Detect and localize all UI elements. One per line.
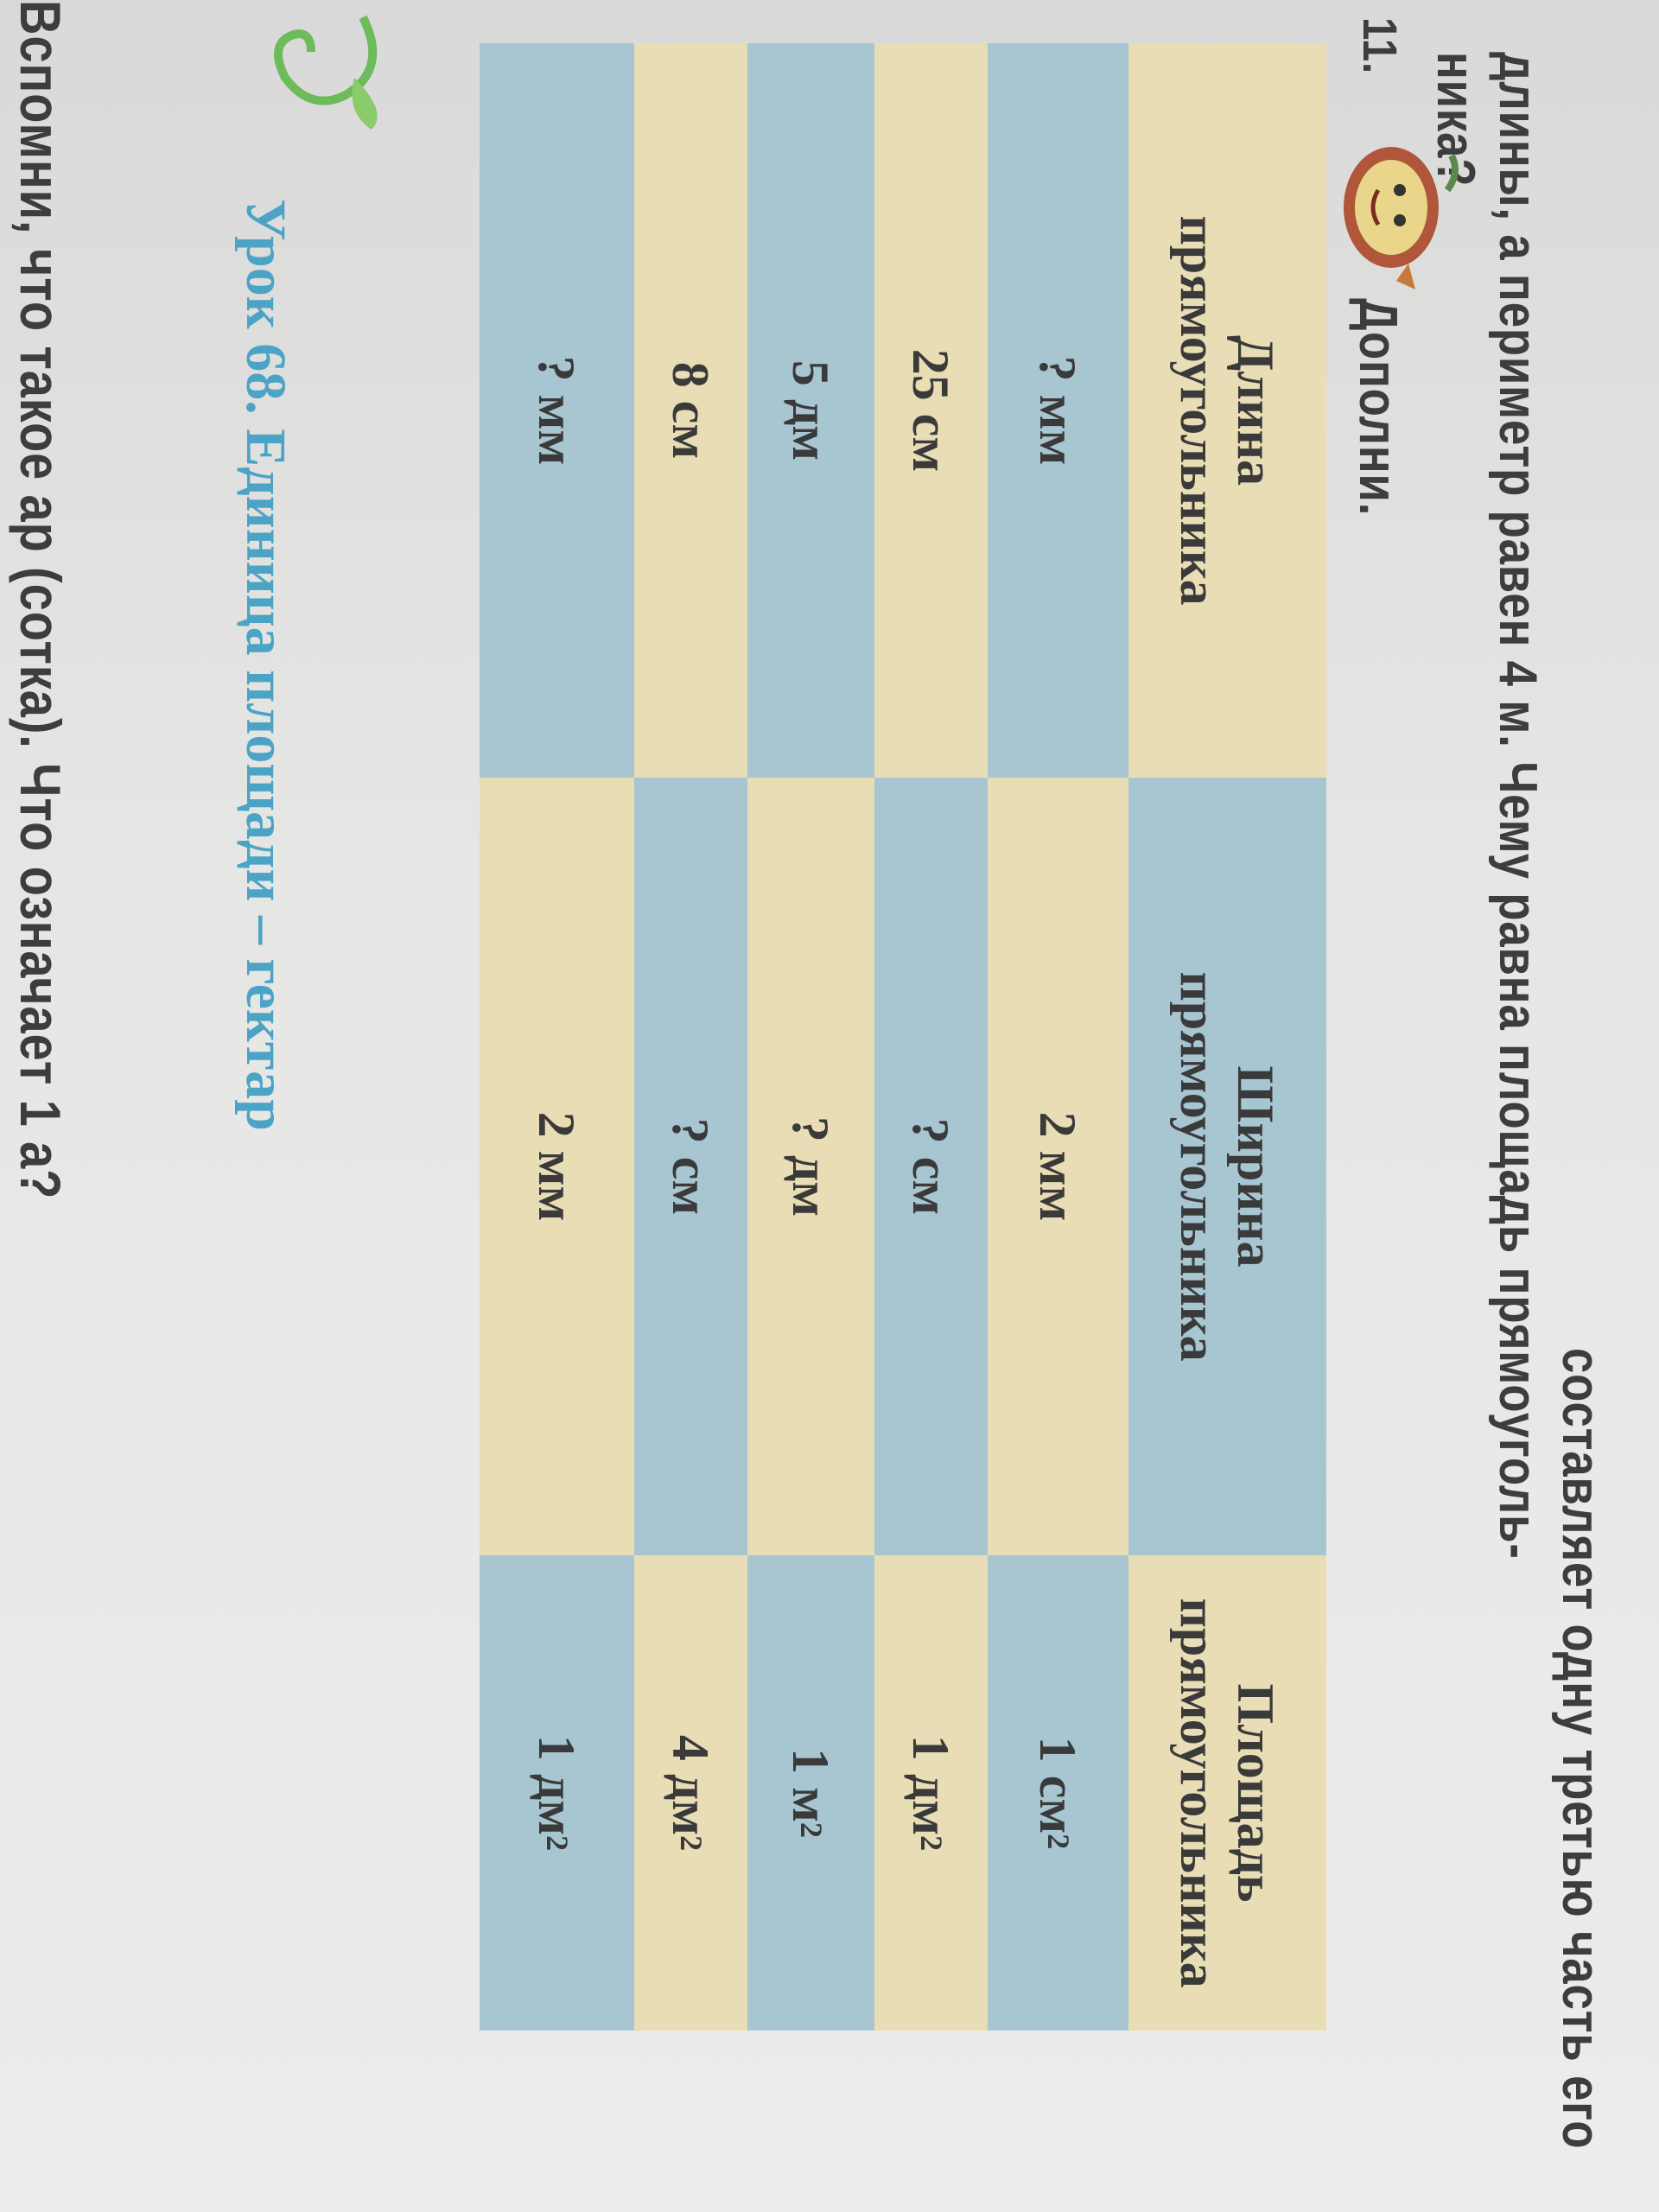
cell-value: ? см xyxy=(662,1117,720,1216)
cell-value: 2 мм xyxy=(528,1111,586,1222)
green-leaf-swirl-icon xyxy=(274,15,378,130)
exercise-number: 11. xyxy=(1353,17,1408,75)
intro-line-1: составляет одну третью часть его xyxy=(1551,1348,1611,2150)
header-area: Площадь прямоугольника xyxy=(1128,1555,1326,2031)
lesson-title: Урок 68. Единица площади – гектар xyxy=(234,199,297,1131)
recall-question: Вспомни, что такое ар (сотка). Что означ… xyxy=(9,0,73,1200)
cell-value: 2 мм xyxy=(1029,1111,1087,1222)
cell-area: 1 дм 2 xyxy=(480,1555,634,2031)
cell-length: 8 см xyxy=(634,43,747,778)
cell-length: ? мм xyxy=(480,43,634,778)
cell-area: 4 дм 2 xyxy=(634,1555,747,2031)
cell-length: ? мм xyxy=(988,43,1128,778)
cell-value: 8 см xyxy=(662,361,720,460)
cell-value: 25 см xyxy=(902,348,960,473)
exercise-instruction: Дополни. xyxy=(1348,298,1408,517)
exponent: 2 xyxy=(540,1835,575,1852)
cell-length: 5 дм xyxy=(747,43,874,778)
cell-value: ? мм xyxy=(1029,355,1087,466)
cell-value: 1 дм xyxy=(902,1734,960,1836)
cell-width: 2 мм xyxy=(988,778,1128,1555)
exponent: 2 xyxy=(674,1835,709,1852)
cell-value: 5 дм xyxy=(782,359,840,461)
cell-value: 4 дм xyxy=(662,1734,720,1836)
exponent: 2 xyxy=(914,1835,950,1852)
clock-character-icon xyxy=(1344,147,1459,289)
cell-value: 1 см xyxy=(1029,1736,1087,1834)
exponent: 2 xyxy=(1041,1834,1077,1850)
intro-line-2: длины, а периметр равен 4 м. Чему равна … xyxy=(1488,52,1548,1560)
cell-value: 1 м xyxy=(782,1748,840,1822)
cell-value: ? дм xyxy=(782,1116,840,1217)
rectangle-table: Длина прямоугольника Ширина прямоугольни… xyxy=(480,43,1326,2031)
cell-width: ? см xyxy=(634,778,747,1555)
cell-area: 1 см 2 xyxy=(988,1555,1128,2031)
cell-width: 2 мм xyxy=(480,778,634,1555)
header-width: Ширина прямоугольника xyxy=(1128,778,1326,1555)
cell-width: ? см xyxy=(874,778,988,1555)
header-length: Длина прямоугольника xyxy=(1128,43,1326,778)
cell-area: 1 дм 2 xyxy=(874,1555,988,2031)
exponent: 2 xyxy=(794,1821,830,1838)
cell-length: 25 см xyxy=(874,43,988,778)
cell-value: 1 дм xyxy=(528,1734,586,1836)
cell-width: ? дм xyxy=(747,778,874,1555)
cell-value: ? мм xyxy=(528,355,586,466)
cell-value: ? см xyxy=(902,1117,960,1216)
